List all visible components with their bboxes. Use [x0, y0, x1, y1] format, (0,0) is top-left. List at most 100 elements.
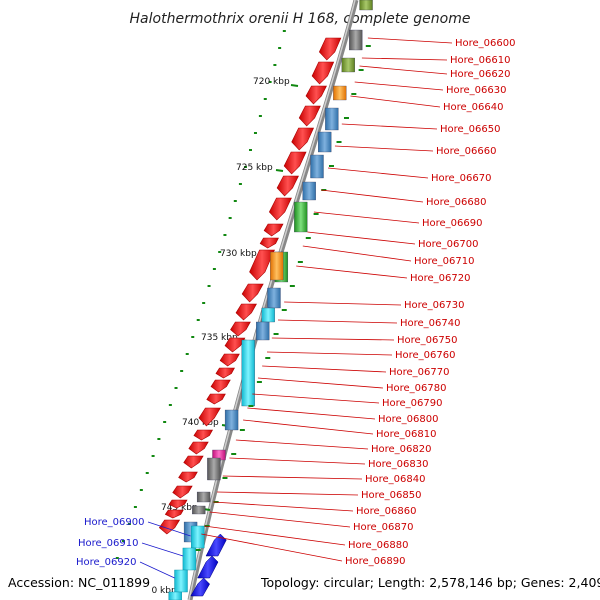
- gene-feature-box[interactable]: [261, 307, 275, 323]
- gene-feature-box[interactable]: [191, 525, 205, 549]
- gene-feature-box[interactable]: [174, 569, 188, 593]
- gene-feature-box[interactable]: [333, 85, 347, 101]
- gene-label[interactable]: Hore_06810: [376, 429, 437, 440]
- gene-arrow-forward[interactable]: [235, 303, 257, 321]
- gene-feature-box[interactable]: [182, 547, 197, 571]
- gene-label-leader: [313, 211, 420, 224]
- gene-label[interactable]: Hore_06620: [450, 69, 511, 80]
- gene-feature-box[interactable]: [302, 181, 316, 201]
- gene-arrow-forward[interactable]: [193, 429, 214, 441]
- gene-label[interactable]: Hore_06900: [84, 517, 145, 528]
- gene-arrow-forward[interactable]: [178, 471, 198, 483]
- gene-labels-reverse: Hore_06900 Hore_06910 Hore_06920: [76, 517, 145, 568]
- scale-minor-tick: [133, 506, 137, 508]
- scale-ticks: [115, 30, 286, 559]
- gene-label-leader: [213, 501, 354, 512]
- gene-label[interactable]: Hore_06890: [345, 556, 406, 567]
- scale-minor-tick: [248, 149, 252, 151]
- gene-arrow-forward[interactable]: [230, 321, 251, 337]
- gene-arrow-forward[interactable]: [224, 337, 246, 353]
- gene-arrow-forward[interactable]: [172, 485, 193, 499]
- gene-label[interactable]: Hore_06720: [410, 273, 471, 284]
- strand-mark: [281, 309, 287, 311]
- gene-feature-box[interactable]: [241, 339, 255, 407]
- gene-arrow-forward[interactable]: [210, 379, 231, 393]
- gene-arrow-reverse[interactable]: [205, 533, 227, 557]
- gene-arrow-forward[interactable]: [291, 127, 315, 151]
- gene-arrow-forward[interactable]: [318, 37, 342, 61]
- scale-minor-tick: [228, 217, 232, 219]
- gene-label[interactable]: Hore_06910: [78, 538, 139, 549]
- gene-label[interactable]: Hore_06600: [455, 38, 516, 49]
- gene-feature-box[interactable]: [207, 457, 221, 481]
- scale-minor-tick: [258, 115, 262, 117]
- gene-arrow-forward[interactable]: [206, 393, 226, 405]
- gene-label[interactable]: Hore_06760: [395, 350, 456, 361]
- gene-label[interactable]: Hore_06840: [365, 474, 426, 485]
- scale-major-tick: [275, 169, 284, 172]
- gene-feature-box[interactable]: [359, 0, 373, 11]
- gene-arrow-forward[interactable]: [198, 407, 221, 427]
- gene-label[interactable]: Hore_06710: [414, 256, 475, 267]
- gene-arrow-forward[interactable]: [268, 197, 292, 221]
- gene-arrow-reverse[interactable]: [190, 577, 210, 597]
- gene-label[interactable]: Hore_06740: [400, 318, 461, 329]
- scale-minor-tick: [139, 489, 143, 491]
- gene-feature-box[interactable]: [256, 321, 270, 341]
- gene-feature-box[interactable]: [294, 201, 308, 233]
- gene-label[interactable]: Hore_06800: [378, 414, 439, 425]
- gene-arrow-forward[interactable]: [183, 455, 204, 469]
- gene-feature-box[interactable]: [318, 131, 332, 153]
- gene-arrow-forward[interactable]: [249, 249, 275, 281]
- gene-label[interactable]: Hore_06690: [422, 218, 483, 229]
- gene-feature-box[interactable]: [192, 505, 206, 515]
- gene-arrow-forward[interactable]: [219, 353, 240, 367]
- gene-arrow-forward[interactable]: [215, 367, 235, 379]
- gene-label[interactable]: Hore_06660: [436, 146, 497, 157]
- gene-label[interactable]: Hore_06820: [371, 444, 432, 455]
- gene-label[interactable]: Hore_06670: [431, 173, 492, 184]
- gene-label[interactable]: Hore_06790: [382, 398, 443, 409]
- scale-minor-tick: [273, 64, 277, 66]
- gene-label[interactable]: Hore_06850: [361, 490, 422, 501]
- scale-minor-tick: [168, 404, 172, 406]
- scale-minor-tick: [253, 132, 257, 134]
- gene-label[interactable]: Hore_06880: [348, 540, 409, 551]
- gene-feature-box[interactable]: [168, 591, 182, 600]
- gene-feature-box[interactable]: [349, 29, 363, 51]
- gene-feature-box[interactable]: [224, 409, 239, 431]
- gene-arrow-forward[interactable]: [259, 237, 279, 249]
- strand-mark: [239, 429, 245, 431]
- gene-arrow-forward[interactable]: [305, 85, 327, 105]
- gene-label[interactable]: Hore_06640: [443, 102, 504, 113]
- gene-label[interactable]: Hore_06630: [446, 85, 507, 96]
- gene-label[interactable]: Hore_06770: [389, 367, 450, 378]
- gene-label[interactable]: Hore_06700: [418, 239, 479, 250]
- gene-label-leader: [266, 351, 393, 356]
- gene-label[interactable]: Hore_06780: [386, 383, 447, 394]
- gene-arrow-forward[interactable]: [168, 499, 188, 509]
- gene-feature-box[interactable]: [325, 107, 339, 131]
- gene-label[interactable]: Hore_06730: [404, 300, 465, 311]
- gene-label[interactable]: Hore_06750: [397, 335, 458, 346]
- gene-arrow-forward[interactable]: [188, 441, 209, 455]
- gene-label[interactable]: Hore_06650: [440, 124, 501, 135]
- gene-label[interactable]: Hore_06830: [368, 459, 429, 470]
- gene-arrow-forward[interactable]: [164, 509, 184, 519]
- gene-label[interactable]: Hore_06870: [353, 522, 414, 533]
- gene-feature-box[interactable]: [270, 251, 284, 281]
- gene-arrow-forward[interactable]: [276, 175, 299, 197]
- gene-feature-box[interactable]: [196, 491, 211, 503]
- gene-label[interactable]: Hore_06860: [356, 506, 417, 517]
- gene-arrow-forward[interactable]: [283, 151, 307, 175]
- gene-feature-box[interactable]: [341, 57, 355, 73]
- gene-arrow-forward[interactable]: [311, 61, 335, 85]
- gene-label[interactable]: Hore_06610: [450, 55, 511, 66]
- gene-feature-box[interactable]: [267, 287, 281, 309]
- gene-feature-box[interactable]: [310, 154, 324, 179]
- gene-label[interactable]: Hore_06680: [426, 197, 487, 208]
- gene-arrow-forward[interactable]: [298, 105, 321, 127]
- gene-arrow-forward[interactable]: [263, 223, 284, 237]
- gene-label[interactable]: Hore_06920: [76, 557, 137, 568]
- gene-arrow-forward[interactable]: [241, 283, 264, 303]
